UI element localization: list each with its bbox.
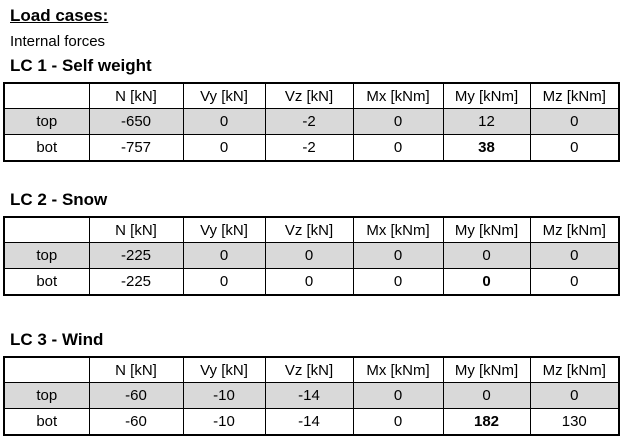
table-row: bot -225 0 0 0 0 0 bbox=[3, 268, 620, 296]
value-cell: 0 bbox=[529, 108, 620, 135]
value-cell: 0 bbox=[352, 408, 444, 436]
value-cell: -757 bbox=[88, 134, 184, 162]
value-cell: 12 bbox=[442, 108, 531, 135]
value-cell: 0 bbox=[182, 242, 266, 269]
row-label: bot bbox=[3, 134, 90, 162]
column-header: My [kNm] bbox=[442, 82, 531, 109]
column-header: N [kN] bbox=[88, 216, 184, 243]
corner-cell bbox=[3, 82, 90, 109]
value-cell: 0 bbox=[442, 268, 531, 296]
column-header: My [kNm] bbox=[442, 216, 531, 243]
page-title: Load cases: bbox=[10, 6, 109, 25]
column-header: Vy [kN] bbox=[182, 356, 266, 383]
row-label: top bbox=[3, 382, 90, 409]
value-cell: -60 bbox=[88, 408, 184, 436]
document: Load cases: Internal forces LC 1 - Self … bbox=[0, 6, 621, 436]
table-row: bot -757 0 -2 0 38 0 bbox=[3, 134, 620, 162]
row-label: bot bbox=[3, 268, 90, 296]
value-cell: -225 bbox=[88, 268, 184, 296]
value-cell: 0 bbox=[352, 382, 444, 409]
value-cell: 0 bbox=[352, 268, 444, 296]
column-header: N [kN] bbox=[88, 356, 184, 383]
value-cell: 0 bbox=[529, 268, 620, 296]
header-row: N [kN] Vy [kN] Vz [kN] Mx [kNm] My [kNm] Mz [… bbox=[3, 356, 620, 383]
value-cell: 182 bbox=[442, 408, 531, 436]
corner-cell bbox=[3, 216, 90, 243]
value-cell: -650 bbox=[88, 108, 184, 135]
row-label: top bbox=[3, 108, 90, 135]
value-cell: -14 bbox=[264, 382, 354, 409]
header-row: N [kN] Vy [kN] Vz [kN] Mx [kNm] My [kNm] Mz [… bbox=[3, 216, 620, 243]
value-cell: -225 bbox=[88, 242, 184, 269]
column-header: Vy [kN] bbox=[182, 216, 266, 243]
value-cell: 130 bbox=[529, 408, 620, 436]
table-row: top -60 -10 -14 0 0 0 bbox=[3, 382, 620, 409]
value-cell: -2 bbox=[264, 134, 354, 162]
value-cell: 0 bbox=[264, 268, 354, 296]
table-row: top -225 0 0 0 0 0 bbox=[3, 242, 620, 269]
value-cell: 0 bbox=[442, 382, 531, 409]
value-cell: 0 bbox=[182, 268, 266, 296]
table-row: top -650 0 -2 0 12 0 bbox=[3, 108, 620, 135]
column-header: Vy [kN] bbox=[182, 82, 266, 109]
load-case-table: N [kN] Vy [kN] Vz [kN] Mx [kNm] My [kNm] Mz [… bbox=[3, 216, 620, 296]
load-case-block: LC 1 - Self weight N [kN] Vy [kN] Vz [kN] Mx… bbox=[0, 56, 621, 162]
column-header: Mz [kNm] bbox=[529, 216, 620, 243]
table-row: bot -60 -10 -14 0 182 130 bbox=[3, 408, 620, 436]
value-cell: 0 bbox=[182, 134, 266, 162]
value-cell: 0 bbox=[529, 134, 620, 162]
corner-cell bbox=[3, 356, 90, 383]
column-header: Mz [kNm] bbox=[529, 82, 620, 109]
column-header: My [kNm] bbox=[442, 356, 531, 383]
column-header: N [kN] bbox=[88, 82, 184, 109]
header-row: N [kN] Vy [kN] Vz [kN] Mx [kNm] My [kNm] Mz [… bbox=[3, 82, 620, 109]
column-header: Mz [kNm] bbox=[529, 356, 620, 383]
load-case-block: LC 2 - Snow N [kN] Vy [kN] Vz [kN] Mx [kNm] M… bbox=[0, 190, 621, 296]
value-cell: -60 bbox=[88, 382, 184, 409]
subtitle: Internal forces bbox=[10, 33, 106, 50]
row-label: top bbox=[3, 242, 90, 269]
value-cell: 38 bbox=[442, 134, 531, 162]
column-header: Vz [kN] bbox=[264, 82, 354, 109]
value-cell: 0 bbox=[352, 242, 444, 269]
column-header: Mx [kNm] bbox=[352, 356, 444, 383]
value-cell: -2 bbox=[264, 108, 354, 135]
load-case-block: LC 3 - Wind N [kN] Vy [kN] Vz [kN] Mx [kNm] M… bbox=[0, 330, 621, 436]
load-case-table: N [kN] Vy [kN] Vz [kN] Mx [kNm] My [kNm] Mz [… bbox=[3, 82, 620, 162]
row-label: bot bbox=[3, 408, 90, 436]
value-cell: 0 bbox=[352, 108, 444, 135]
column-header: Mx [kNm] bbox=[352, 82, 444, 109]
load-case-heading: LC 2 - Snow bbox=[10, 190, 108, 209]
value-cell: 0 bbox=[529, 382, 620, 409]
value-cell: -10 bbox=[182, 408, 266, 436]
value-cell: 0 bbox=[442, 242, 531, 269]
column-header: Mx [kNm] bbox=[352, 216, 444, 243]
load-case-table: N [kN] Vy [kN] Vz [kN] Mx [kNm] My [kNm] Mz [… bbox=[3, 356, 620, 436]
value-cell: -14 bbox=[264, 408, 354, 436]
load-case-heading: LC 1 - Self weight bbox=[10, 56, 152, 75]
value-cell: -10 bbox=[182, 382, 266, 409]
column-header: Vz [kN] bbox=[264, 216, 354, 243]
value-cell: 0 bbox=[352, 134, 444, 162]
value-cell: 0 bbox=[529, 242, 620, 269]
value-cell: 0 bbox=[182, 108, 266, 135]
load-cases-section: LC 1 - Self weight N [kN] Vy [kN] Vz [kN] Mx… bbox=[0, 56, 621, 436]
load-case-heading: LC 3 - Wind bbox=[10, 330, 104, 349]
value-cell: 0 bbox=[264, 242, 354, 269]
column-header: Vz [kN] bbox=[264, 356, 354, 383]
